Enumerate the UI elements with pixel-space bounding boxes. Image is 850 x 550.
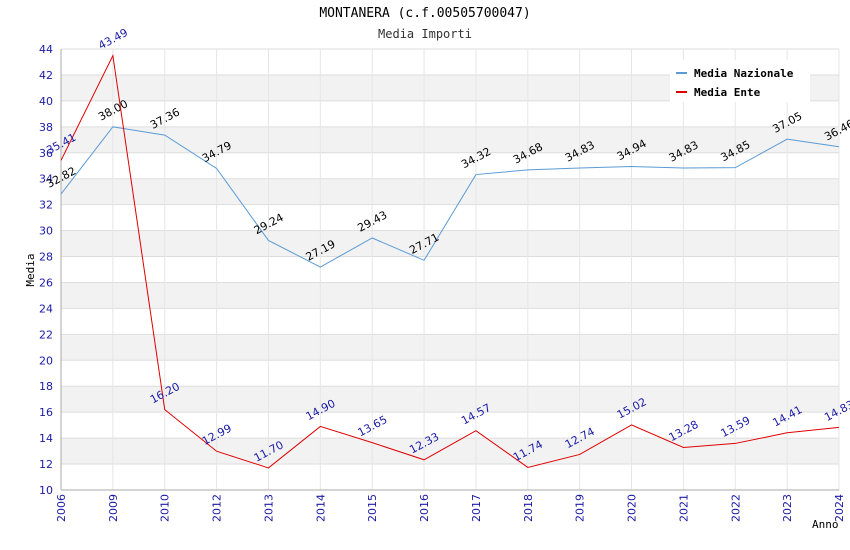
grid-band bbox=[61, 178, 839, 205]
grid-band bbox=[61, 438, 839, 465]
y-tick-label: 28 bbox=[39, 251, 53, 264]
grid-band bbox=[61, 256, 839, 283]
y-tick-label: 30 bbox=[39, 225, 53, 238]
y-tick-label: 18 bbox=[39, 380, 53, 393]
grid-band bbox=[61, 386, 839, 413]
y-tick-label: 10 bbox=[39, 484, 53, 497]
x-tick-label: 2018 bbox=[522, 494, 535, 522]
legend-label: Media Nazionale bbox=[694, 67, 794, 80]
y-tick-label: 32 bbox=[39, 199, 53, 212]
data-label: 43.49 bbox=[96, 26, 130, 52]
legend-box bbox=[670, 60, 810, 102]
grid-band bbox=[61, 230, 839, 257]
y-tick-label: 12 bbox=[39, 458, 53, 471]
grid-band bbox=[61, 308, 839, 335]
x-tick-label: 2017 bbox=[470, 494, 483, 522]
chart-subtitle: Media Importi bbox=[378, 27, 472, 41]
x-tick-label: 2015 bbox=[366, 494, 379, 522]
grid-band bbox=[61, 282, 839, 309]
y-tick-label: 44 bbox=[39, 43, 53, 56]
y-tick-label: 38 bbox=[39, 121, 53, 134]
grid-band bbox=[61, 100, 839, 127]
x-tick-label: 2023 bbox=[781, 494, 794, 522]
x-tick-label: 2009 bbox=[107, 494, 120, 522]
x-tick-label: 2014 bbox=[314, 494, 327, 522]
y-tick-label: 36 bbox=[39, 147, 53, 160]
x-tick-label: 2022 bbox=[729, 494, 742, 522]
grid-band bbox=[61, 334, 839, 361]
series-line-nazionale bbox=[60, 126, 840, 268]
legend-label: Media Ente bbox=[694, 86, 761, 99]
x-tick-label: 2024 bbox=[833, 494, 846, 522]
grid-band bbox=[61, 412, 839, 439]
y-tick-label: 14 bbox=[39, 432, 53, 445]
y-axis-title: Media bbox=[24, 253, 37, 286]
x-tick-label: 2013 bbox=[262, 494, 275, 522]
x-tick-label: 2016 bbox=[418, 494, 431, 522]
y-tick-label: 20 bbox=[39, 354, 53, 367]
y-tick-label: 16 bbox=[39, 406, 53, 419]
x-tick-label: 2012 bbox=[211, 494, 224, 522]
y-tick-label: 42 bbox=[39, 69, 53, 82]
y-tick-label: 26 bbox=[39, 276, 53, 289]
x-tick-label: 2006 bbox=[55, 494, 68, 522]
x-tick-label: 2020 bbox=[626, 494, 639, 522]
y-tick-label: 22 bbox=[39, 328, 53, 341]
grid-band bbox=[61, 152, 839, 179]
grid-band bbox=[61, 360, 839, 387]
x-tick-label: 2010 bbox=[159, 494, 172, 522]
x-tick-label: 2021 bbox=[677, 494, 690, 522]
y-tick-label: 24 bbox=[39, 302, 53, 315]
series-line-ente bbox=[60, 53, 840, 469]
grid-band bbox=[61, 464, 839, 490]
x-axis-title: Anno bbox=[812, 518, 839, 531]
y-tick-label: 40 bbox=[39, 95, 53, 108]
x-tick-label: 2019 bbox=[574, 494, 587, 522]
grid-band bbox=[61, 126, 839, 153]
y-tick-label: 34 bbox=[39, 173, 53, 186]
chart-title: MONTANERA (c.f.00505700047) bbox=[319, 6, 531, 21]
